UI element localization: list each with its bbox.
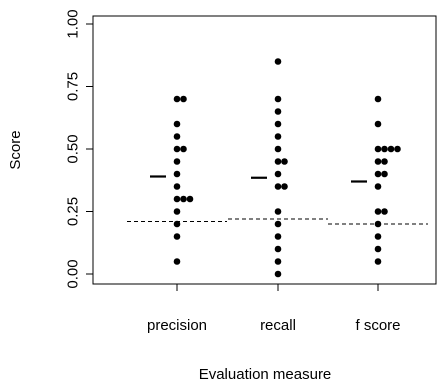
data-point bbox=[274, 120, 282, 128]
data-point bbox=[374, 95, 382, 103]
data-point bbox=[173, 120, 181, 128]
data-point bbox=[274, 58, 282, 65]
data-point bbox=[173, 95, 181, 103]
data-point bbox=[173, 145, 181, 153]
data-points bbox=[173, 58, 401, 278]
data-point bbox=[274, 145, 282, 153]
x-tick-label: precision bbox=[147, 317, 207, 334]
y-tick-label: 1.00 bbox=[64, 9, 81, 38]
data-point bbox=[274, 158, 282, 165]
data-point bbox=[173, 170, 181, 178]
y-tick-label: 0.25 bbox=[64, 197, 81, 226]
data-point bbox=[274, 95, 282, 103]
data-point bbox=[381, 145, 388, 153]
data-point bbox=[374, 120, 382, 128]
data-point bbox=[274, 220, 282, 228]
data-point bbox=[180, 95, 187, 103]
data-point bbox=[173, 258, 181, 265]
y-tick-label: 0.00 bbox=[64, 259, 81, 288]
data-point bbox=[173, 158, 181, 165]
x-tick-label: recall bbox=[260, 317, 296, 334]
data-point bbox=[274, 258, 282, 265]
data-point bbox=[274, 108, 282, 115]
data-point bbox=[173, 208, 181, 215]
data-point bbox=[274, 270, 282, 278]
x-axis: precision recall f score bbox=[147, 283, 401, 334]
data-point bbox=[274, 133, 282, 140]
x-tick-label: f score bbox=[355, 317, 400, 334]
data-point bbox=[274, 170, 282, 178]
data-point bbox=[381, 170, 388, 178]
data-point bbox=[374, 145, 382, 153]
data-point bbox=[374, 258, 382, 265]
data-point bbox=[374, 183, 382, 190]
data-point bbox=[394, 145, 401, 153]
y-tick-label: 0.50 bbox=[64, 134, 81, 163]
data-point bbox=[173, 195, 181, 203]
data-point bbox=[274, 245, 282, 253]
data-point bbox=[173, 133, 181, 140]
data-point bbox=[374, 233, 382, 240]
y-tick-label: 0.75 bbox=[64, 72, 81, 101]
data-point bbox=[374, 208, 382, 215]
data-point bbox=[281, 158, 288, 165]
data-point bbox=[374, 220, 382, 228]
data-point bbox=[173, 220, 181, 228]
x-axis-title: Evaluation measure bbox=[199, 366, 332, 383]
data-point bbox=[281, 183, 288, 190]
data-point bbox=[274, 233, 282, 240]
data-point bbox=[374, 170, 382, 178]
data-point bbox=[180, 145, 187, 153]
data-point bbox=[186, 195, 194, 203]
data-point bbox=[173, 183, 181, 190]
y-axis-title: Score bbox=[7, 130, 24, 169]
data-point bbox=[381, 208, 388, 215]
data-point bbox=[180, 195, 187, 203]
y-axis: 0.00 0.25 0.50 0.75 1.00 bbox=[64, 9, 94, 289]
data-point bbox=[387, 145, 395, 153]
data-point bbox=[381, 158, 388, 165]
data-point bbox=[374, 245, 382, 253]
mean-markers bbox=[150, 175, 367, 183]
data-point bbox=[274, 208, 282, 215]
data-point bbox=[274, 183, 282, 190]
data-point bbox=[173, 233, 181, 240]
data-point bbox=[374, 158, 382, 165]
